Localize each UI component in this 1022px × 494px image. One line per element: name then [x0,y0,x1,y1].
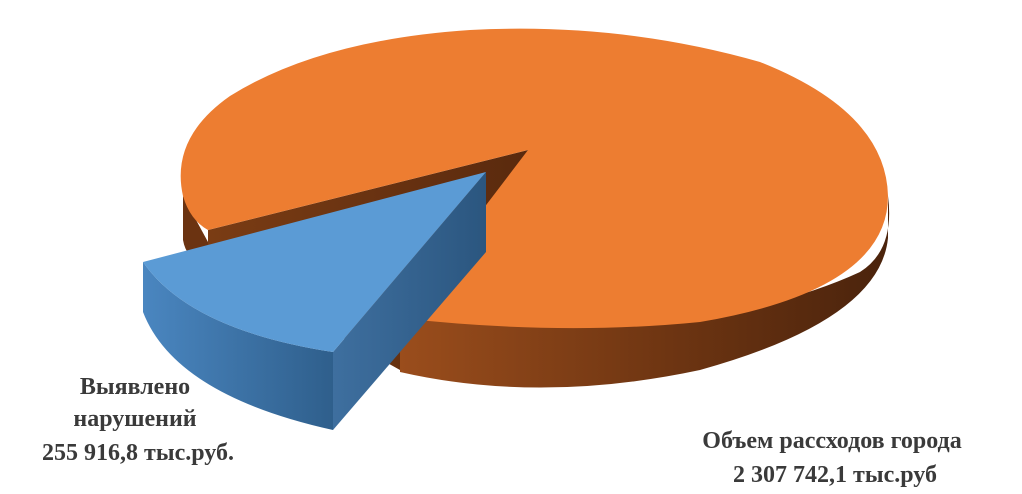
pie-slice-violations-cut-face [333,172,486,430]
pie-slice-violations [143,172,486,430]
pie-label-violations-line: нарушений [73,406,196,432]
pie-label-violations: Выявлено нарушений 255 916,8 тыс.руб. [42,374,234,466]
pie-label-city-expenses-line: Объем рассходов города [702,428,961,454]
pie-slice-violations-side [143,262,333,430]
pie-label-violations-line: 255 916,8 тыс.руб. [42,440,234,466]
pie-slice-city-expenses-top [180,28,888,329]
pie-label-violations-line: Выявлено [80,374,190,400]
pie-label-city-expenses: Объем рассходов города 2 307 742,1 тыс.р… [702,428,967,488]
pie-slice-city-expenses-rim [400,196,890,388]
pie-slice-violations-top [143,172,486,352]
pie-label-city-expenses-line: 2 307 742,1 тыс.руб [733,462,937,488]
